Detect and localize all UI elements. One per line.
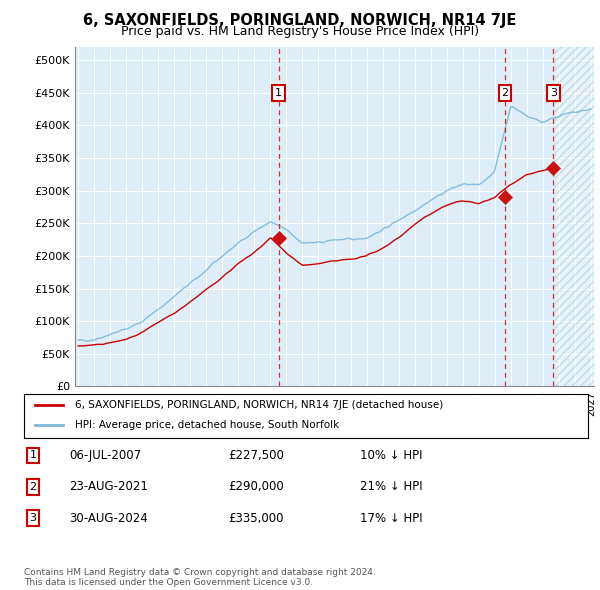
Text: £290,000: £290,000 <box>228 480 284 493</box>
Text: 2: 2 <box>29 482 37 491</box>
Text: Price paid vs. HM Land Registry's House Price Index (HPI): Price paid vs. HM Land Registry's House … <box>121 25 479 38</box>
Text: 1: 1 <box>275 88 282 98</box>
Text: 10% ↓ HPI: 10% ↓ HPI <box>360 449 422 462</box>
Text: 3: 3 <box>29 513 37 523</box>
Text: 6, SAXONFIELDS, PORINGLAND, NORWICH, NR14 7JE (detached house): 6, SAXONFIELDS, PORINGLAND, NORWICH, NR1… <box>75 399 443 409</box>
Text: 17% ↓ HPI: 17% ↓ HPI <box>360 512 422 525</box>
Text: 2: 2 <box>502 88 508 98</box>
Text: 23-AUG-2021: 23-AUG-2021 <box>69 480 148 493</box>
Bar <box>555 47 594 386</box>
Bar <box>555 47 594 386</box>
Text: 06-JUL-2007: 06-JUL-2007 <box>69 449 141 462</box>
Text: 1: 1 <box>29 451 37 460</box>
Text: 6, SAXONFIELDS, PORINGLAND, NORWICH, NR14 7JE: 6, SAXONFIELDS, PORINGLAND, NORWICH, NR1… <box>83 13 517 28</box>
Text: 21% ↓ HPI: 21% ↓ HPI <box>360 480 422 493</box>
Text: Contains HM Land Registry data © Crown copyright and database right 2024.
This d: Contains HM Land Registry data © Crown c… <box>24 568 376 587</box>
Text: 3: 3 <box>550 88 557 98</box>
Text: £335,000: £335,000 <box>228 512 284 525</box>
Text: £227,500: £227,500 <box>228 449 284 462</box>
Text: HPI: Average price, detached house, South Norfolk: HPI: Average price, detached house, Sout… <box>75 421 339 430</box>
Text: 30-AUG-2024: 30-AUG-2024 <box>69 512 148 525</box>
